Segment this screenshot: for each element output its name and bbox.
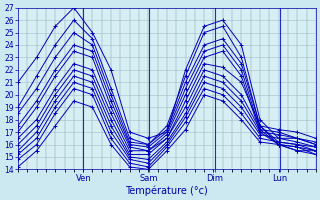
- X-axis label: Température (°c): Température (°c): [125, 185, 208, 196]
